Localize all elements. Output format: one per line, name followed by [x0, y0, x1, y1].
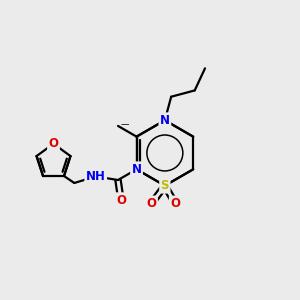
Text: N: N	[131, 163, 142, 176]
Text: N: N	[160, 114, 170, 127]
Text: O: O	[170, 197, 180, 210]
Text: S: S	[160, 179, 169, 192]
Text: —: —	[121, 120, 129, 129]
Text: NH: NH	[86, 170, 106, 183]
Text: O: O	[116, 194, 126, 207]
Text: O: O	[49, 137, 58, 150]
Text: O: O	[146, 197, 157, 210]
